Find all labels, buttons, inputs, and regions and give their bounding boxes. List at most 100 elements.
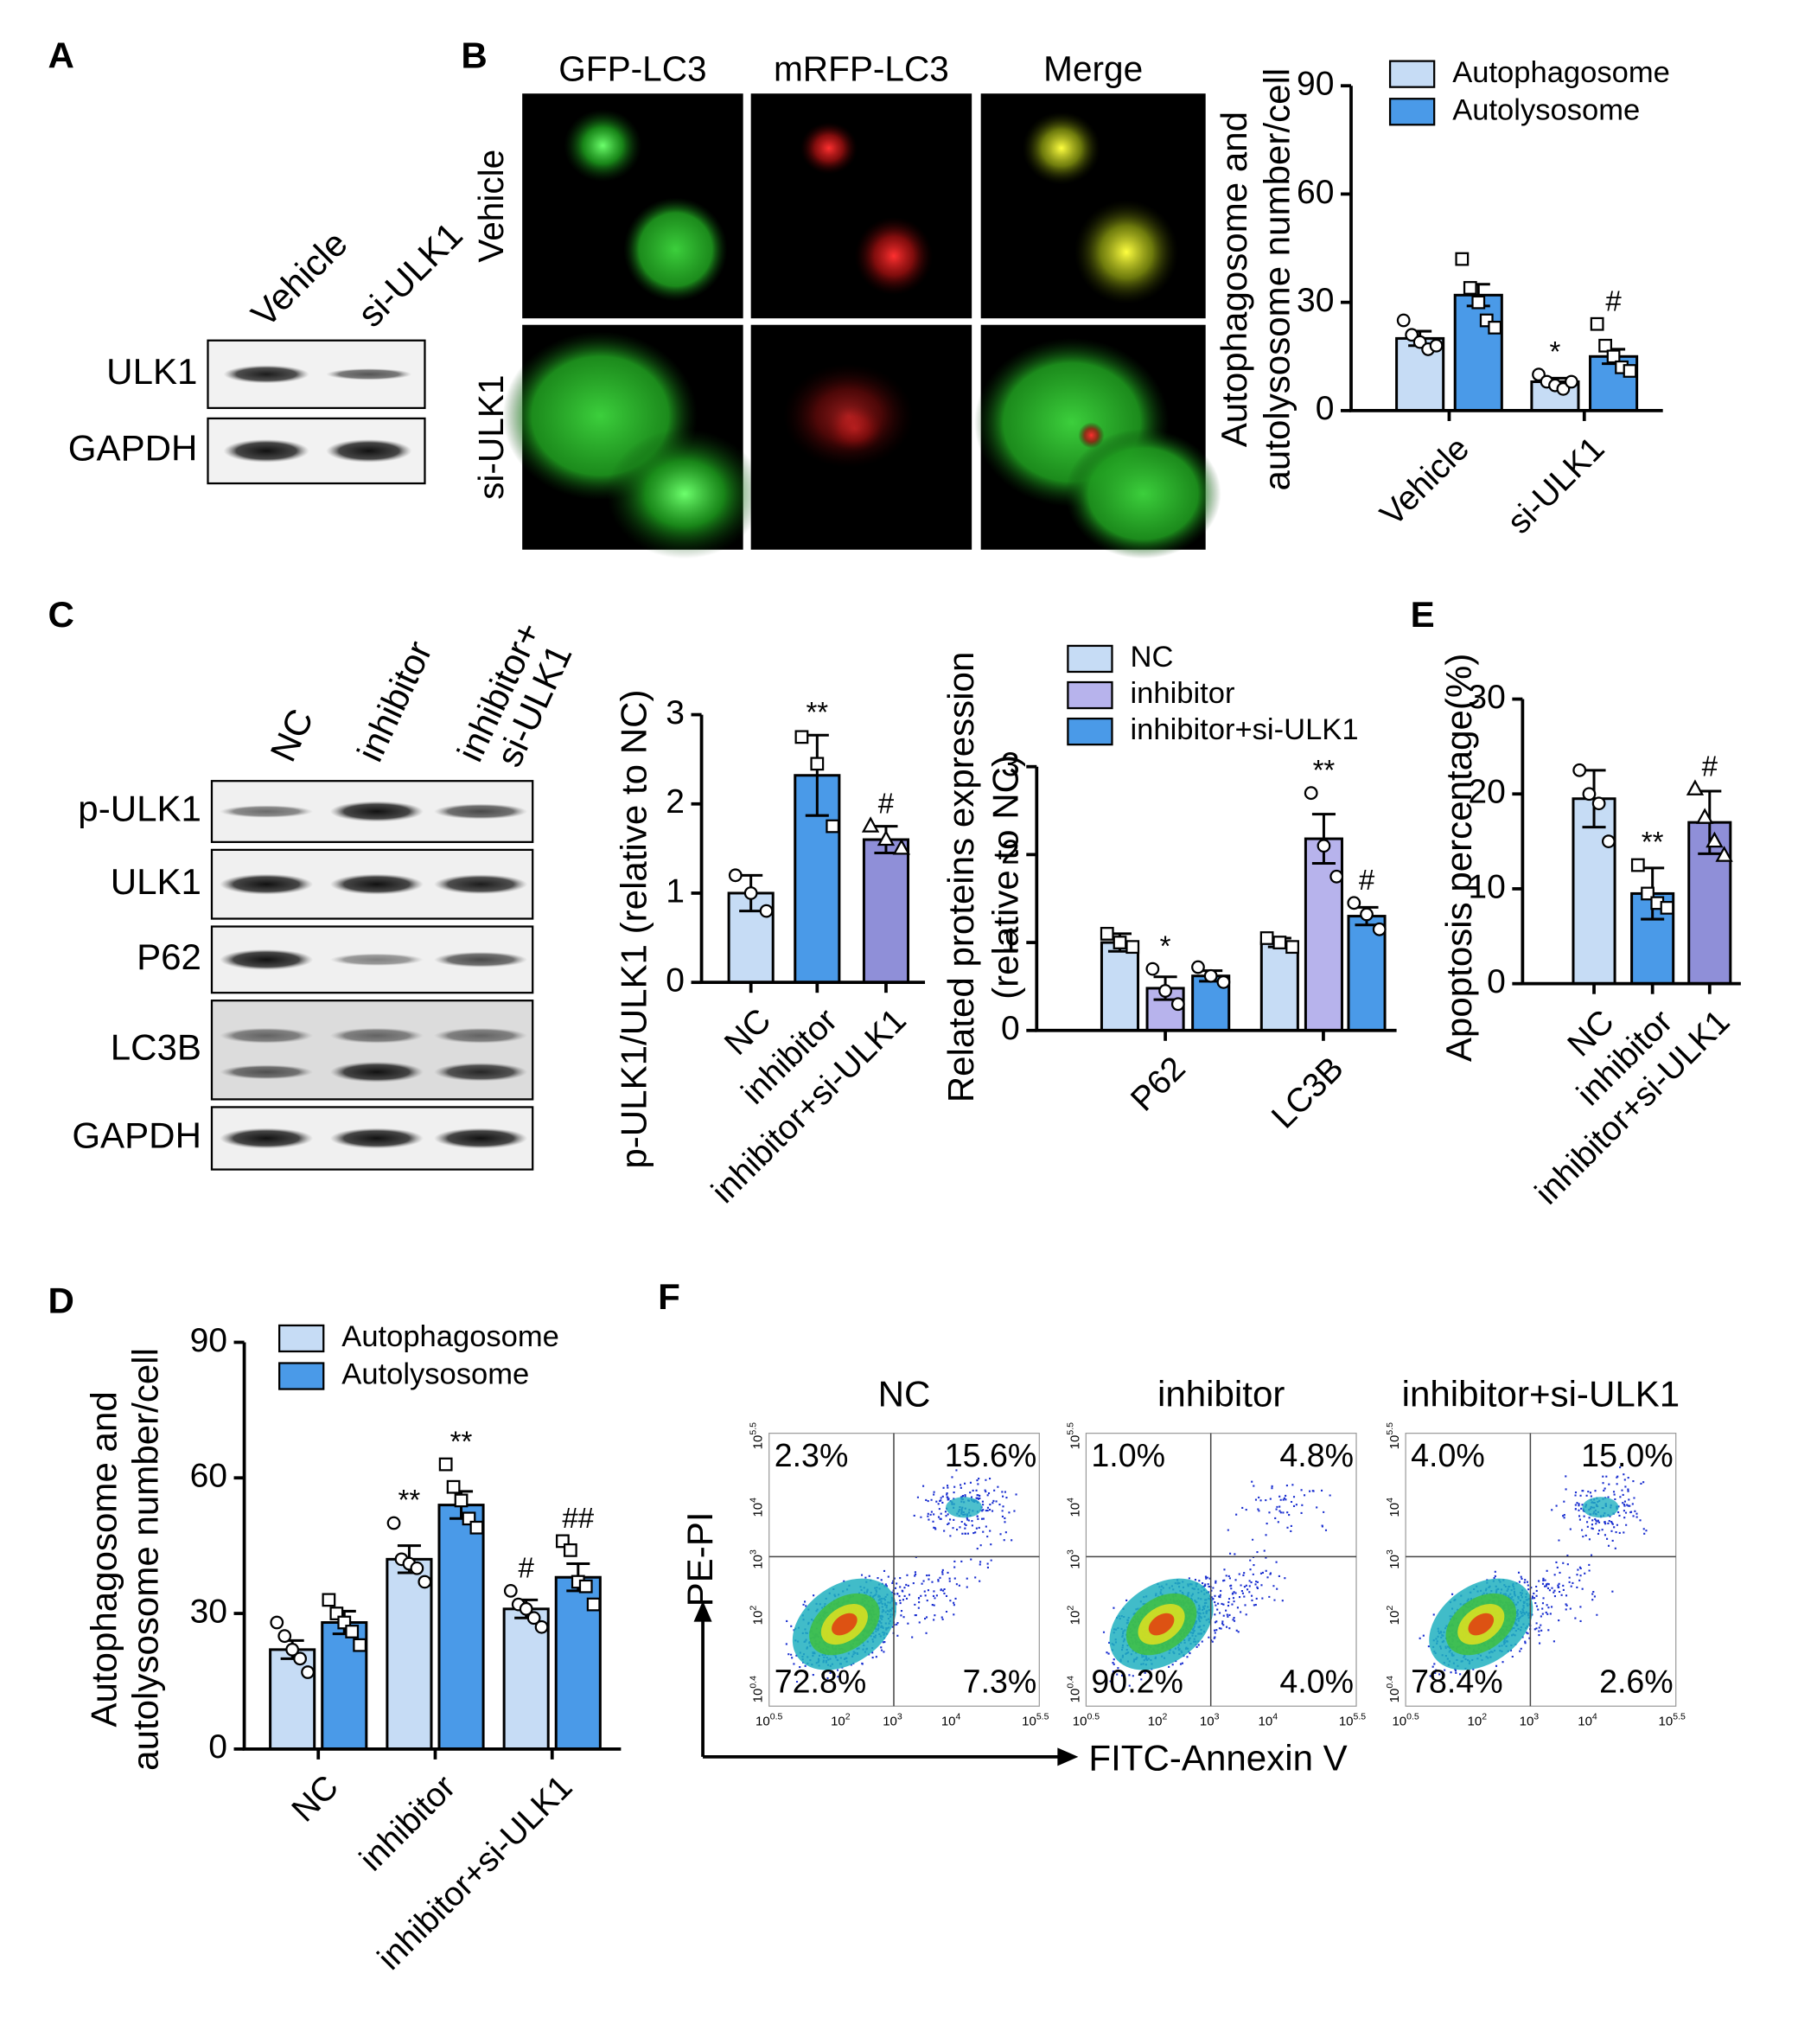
tick-base: 10	[1022, 1714, 1036, 1728]
tick-base: 10	[1387, 1503, 1402, 1517]
tick-base: 10	[1392, 1714, 1406, 1728]
tick-label: 103	[1200, 1711, 1220, 1728]
quadrant-percent: 4.8%	[1279, 1437, 1354, 1473]
significance-label: **	[1313, 755, 1336, 787]
axis	[1521, 699, 1741, 986]
axis	[699, 714, 926, 985]
y-tick-label: 20	[1468, 774, 1505, 811]
significance-label: *	[1550, 336, 1561, 368]
tick-label: 102	[1385, 1606, 1402, 1626]
cell-signal	[854, 216, 934, 296]
data-point	[1360, 907, 1374, 922]
tick-exponent: 5.5	[748, 1422, 758, 1435]
data-point	[454, 1493, 469, 1508]
data-point	[877, 829, 896, 846]
y-axis-title: Related proteins expression	[940, 652, 981, 1103]
y-tick-label: 30	[1297, 282, 1334, 319]
blot-row-label: ULK1	[106, 351, 197, 392]
data-point	[794, 730, 809, 744]
cell-signal	[800, 122, 858, 175]
plot-title: inhibitor+si-ULK1	[1402, 1374, 1680, 1415]
image-column-label: mRFP-LC3	[774, 48, 949, 88]
density-core	[946, 1497, 983, 1518]
x-tick-label: inhibitor+si-ULK1	[371, 1768, 580, 1977]
tick-label: 104	[1578, 1711, 1597, 1728]
error-bar	[1311, 813, 1336, 866]
data-point	[826, 819, 840, 834]
data-point	[277, 1629, 292, 1644]
data-point	[1591, 796, 1606, 811]
legend-label: Autolysosome	[341, 1358, 529, 1391]
blot-band	[433, 803, 528, 820]
data-point	[353, 1638, 367, 1652]
data-point	[526, 1611, 541, 1626]
bar	[269, 1648, 316, 1751]
tick-base: 10	[1659, 1714, 1674, 1728]
cell-signal	[1078, 422, 1105, 449]
data-point	[1696, 808, 1714, 824]
tick-label: 104	[941, 1711, 961, 1728]
panel-letter: C	[48, 594, 73, 635]
tick-base: 10	[1387, 1689, 1402, 1703]
data-point	[1606, 349, 1621, 364]
quadrant-percent: 7.3%	[963, 1664, 1037, 1700]
legend-label: Autophagosome	[1452, 56, 1670, 89]
blot-band	[433, 1027, 528, 1044]
blot-band	[329, 1027, 424, 1044]
tick-base: 10	[1068, 1611, 1082, 1626]
panel-letter: F	[658, 1276, 680, 1317]
bar	[1453, 293, 1503, 412]
x-tick-label: si-ULK1	[1501, 430, 1612, 541]
cell-signal	[1074, 200, 1179, 304]
bar	[386, 1557, 433, 1751]
tick-base: 10	[1068, 1503, 1082, 1517]
data-point	[322, 1593, 336, 1607]
y-tick-label: 30	[190, 1593, 227, 1630]
legend-swatch	[1067, 644, 1113, 674]
tick-exponent: 2	[1385, 1606, 1395, 1611]
y-tick-label: 30	[1468, 679, 1505, 716]
tick-base: 10	[1467, 1714, 1482, 1728]
data-point	[410, 1561, 424, 1575]
data-point	[743, 886, 758, 900]
blot-band	[329, 953, 424, 967]
blot-band	[220, 949, 314, 970]
data-point	[1191, 960, 1205, 974]
cell-signal	[606, 428, 763, 559]
blot-band	[220, 1027, 314, 1044]
density-core	[1468, 1613, 1495, 1636]
tick-exponent: 4	[748, 1498, 758, 1503]
tick-label: 103	[748, 1549, 765, 1569]
blot-column-label: NC	[262, 703, 321, 768]
quadrant-percent: 2.6%	[1599, 1664, 1674, 1700]
data-point	[1125, 940, 1140, 955]
data-point	[1623, 364, 1637, 378]
tick-label: 105.5	[1385, 1422, 1402, 1449]
tick-base: 10	[1068, 1689, 1082, 1703]
data-point	[446, 1479, 461, 1494]
y-tick-label: 1	[1001, 922, 1020, 959]
tick-label: 104	[748, 1498, 765, 1517]
tick-label: 103	[1385, 1549, 1402, 1569]
legend-label: Autophagosome	[341, 1320, 559, 1353]
tick-exponent: 2	[845, 1711, 851, 1721]
bar	[1259, 941, 1299, 1032]
density-core	[1148, 1613, 1175, 1636]
data-point	[1272, 936, 1287, 949]
panel-letter: D	[48, 1280, 73, 1320]
event-dots	[785, 1469, 1017, 1683]
significance-label: ##	[562, 1503, 594, 1535]
data-point	[1100, 927, 1114, 941]
cell-signal	[783, 363, 914, 469]
significance-label: #	[1702, 751, 1718, 782]
y-tick-label: 0	[666, 961, 685, 999]
data-point	[438, 1457, 453, 1472]
data-point	[1396, 313, 1411, 328]
data-point	[1706, 831, 1724, 848]
significance-label: #	[1605, 285, 1622, 317]
tick-exponent: 5.5	[1354, 1711, 1367, 1721]
data-point	[586, 1597, 601, 1612]
tick-label: 104	[1385, 1498, 1402, 1517]
data-point	[519, 1601, 533, 1616]
data-point	[293, 1651, 307, 1666]
